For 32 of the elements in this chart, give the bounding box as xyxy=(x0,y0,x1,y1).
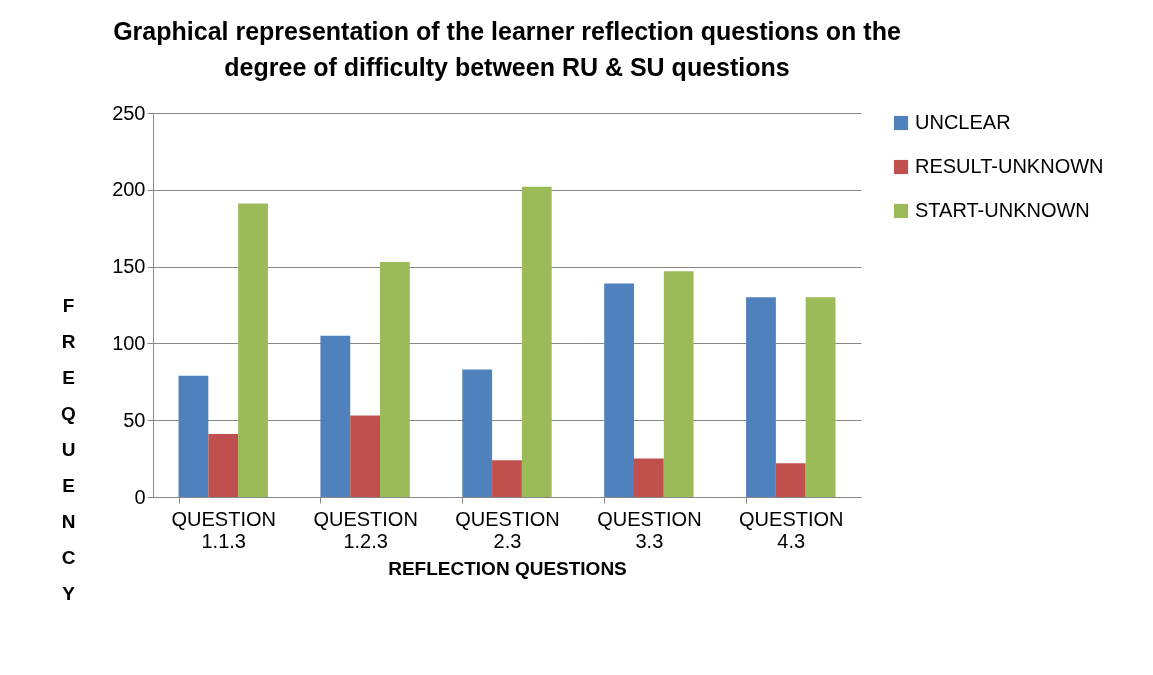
legend-label: UNCLEAR xyxy=(915,111,1011,133)
bar xyxy=(805,297,836,497)
y-tick-label: 100 xyxy=(112,331,146,354)
legend-label: START-UNKNOWN xyxy=(915,199,1090,221)
bar xyxy=(521,186,552,497)
bar xyxy=(492,460,522,497)
bar xyxy=(350,415,381,497)
bar xyxy=(380,261,410,497)
bar xyxy=(208,434,239,497)
bar xyxy=(178,375,209,497)
legend-label: RESULT-UNKNOWN xyxy=(915,155,1104,177)
y-tick-label: 50 xyxy=(123,408,146,431)
bar xyxy=(320,335,351,497)
bar xyxy=(746,297,776,497)
bar xyxy=(462,369,493,497)
x-tick-label: QUESTION 1.2.3 xyxy=(313,507,418,552)
y-tick-label: 250 xyxy=(112,101,146,124)
x-tick-label: QUESTION 1.1.3 xyxy=(171,507,276,552)
bar xyxy=(604,283,634,497)
x-axis-title: REFLECTION QUESTIONS xyxy=(388,557,627,579)
bar xyxy=(775,463,806,497)
chart-title: Graphical representation of the learner reflection questions on the degree of difficulty between RU & SU questions xyxy=(113,17,901,81)
x-tick-label: QUESTION 3.3 xyxy=(597,507,702,552)
x-tick-label: QUESTION 4.3 xyxy=(739,507,844,552)
y-tick-label: 0 xyxy=(134,485,146,508)
bar xyxy=(663,271,694,497)
y-tick-label: 200 xyxy=(112,178,146,201)
bar xyxy=(238,203,268,497)
text: FREQUENCY xyxy=(61,294,76,604)
x-tick-label: QUESTION 2.3 xyxy=(455,507,560,552)
bar xyxy=(633,458,664,497)
y-tick-label: 150 xyxy=(112,255,146,278)
